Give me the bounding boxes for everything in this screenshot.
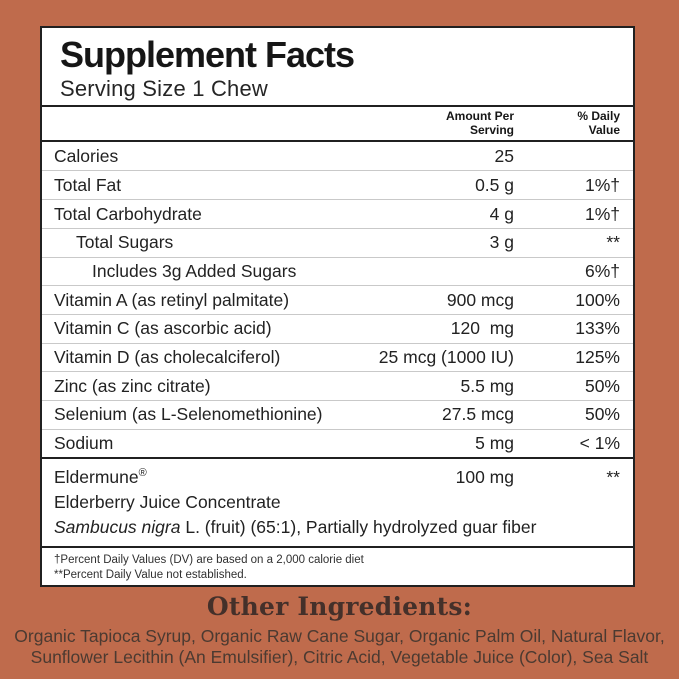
amount-per-serving-header: Amount Per Serving bbox=[445, 108, 514, 138]
nutrient-label: Vitamin C (as ascorbic acid) bbox=[54, 318, 272, 339]
botanical-detail: L. (fruit) (65:1), Partially hydrolyzed … bbox=[180, 517, 537, 538]
footnote-daily-values: †Percent Daily Values (DV) are based on … bbox=[54, 554, 364, 567]
nutrient-label: Total Fat bbox=[54, 174, 122, 195]
other-ingredients-section: Other Ingredients: Organic Tapioca Syrup… bbox=[0, 592, 679, 667]
nutrient-dv: 100% bbox=[575, 289, 620, 310]
table-row: Vitamin C (as ascorbic acid) 120 mg 133% bbox=[42, 313, 633, 343]
column-header-row: Amount Per Serving % Daily Value bbox=[42, 107, 633, 140]
table-row: Vitamin A (as retinyl palmitate) 900 mcg… bbox=[42, 285, 633, 314]
registered-mark: ® bbox=[138, 467, 147, 480]
nutrient-dv: 6%† bbox=[584, 260, 620, 281]
divider-blend bbox=[42, 457, 633, 460]
eldermune-dv: ** bbox=[606, 467, 620, 488]
table-row: Vitamin D (as cholecalciferol) 25 mcg (1… bbox=[42, 342, 633, 372]
nutrient-label: Total Carbohydrate bbox=[54, 203, 202, 224]
table-row: Includes 3g Added Sugars 6%† bbox=[42, 256, 633, 286]
nutrient-label: Sodium bbox=[54, 433, 114, 454]
divider-header bbox=[42, 139, 633, 142]
supplement-facts-panel: Supplement Facts Serving Size 1 Chew Amo… bbox=[40, 26, 635, 587]
nutrient-dv: < 1% bbox=[579, 433, 620, 454]
nutrient-label: Calories bbox=[54, 145, 119, 166]
panel-title: Supplement Facts bbox=[60, 34, 355, 75]
eldermune-amount: 100 mg bbox=[455, 467, 514, 488]
eldermune-name: Eldermune® bbox=[54, 467, 147, 488]
nutrient-amount: 5.5 mg bbox=[460, 375, 515, 396]
title-block: Supplement Facts Serving Size 1 Chew bbox=[42, 28, 633, 105]
nutrient-label: Zinc (as zinc citrate) bbox=[54, 375, 211, 396]
eldermune-row: Eldermune® 100 mg ** bbox=[54, 465, 620, 490]
nutrient-dv: 125% bbox=[575, 346, 620, 367]
nutrient-label: Total Sugars bbox=[76, 232, 174, 253]
nutrient-amount: 25 bbox=[494, 145, 514, 166]
nutrient-amount: 900 mcg bbox=[446, 289, 514, 310]
table-row: Calories 25 bbox=[42, 142, 633, 171]
divider-footnotes bbox=[42, 546, 633, 549]
nutrient-dv: 1%† bbox=[584, 174, 620, 195]
footnote-not-established: **Percent Daily Value not established. bbox=[54, 569, 247, 582]
table-row: Total Sugars 3 g ** bbox=[42, 227, 633, 257]
nutrient-amount: 4 g bbox=[489, 203, 514, 224]
eldermune-section: Eldermune® 100 mg ** Elderberry Juice Co… bbox=[42, 459, 633, 546]
nutrient-dv: 1%† bbox=[584, 203, 620, 224]
nutrient-dv: ** bbox=[606, 232, 620, 253]
nutrient-table: Calories 25 Total Fat 0.5 g 1%† Total Ca… bbox=[42, 142, 633, 458]
eldermune-botanical-line: Sambucus nigra L. (fruit) (65:1), Partia… bbox=[54, 515, 620, 540]
nutrient-label: Selenium (as L-Selenomethionine) bbox=[54, 404, 323, 425]
nutrient-dv: 133% bbox=[575, 318, 620, 339]
nutrient-dv: 50% bbox=[584, 404, 620, 425]
divider-top bbox=[42, 104, 633, 107]
other-ingredients-text: Organic Tapioca Syrup, Organic Raw Cane … bbox=[14, 626, 665, 667]
footnotes: †Percent Daily Values (DV) are based on … bbox=[42, 548, 633, 585]
table-row: Sodium 5 mg < 1% bbox=[42, 428, 633, 458]
botanical-name: Sambucus nigra bbox=[54, 517, 181, 538]
table-row: Zinc (as zinc citrate) 5.5 mg 50% bbox=[42, 371, 633, 400]
nutrient-amount: 120 mg bbox=[450, 318, 514, 339]
nutrient-amount: 27.5 mcg bbox=[442, 404, 514, 425]
table-row: Selenium (as L-Selenomethionine) 27.5 mc… bbox=[42, 399, 633, 429]
nutrient-label: Includes 3g Added Sugars bbox=[92, 260, 297, 281]
nutrient-label: Vitamin A (as retinyl palmitate) bbox=[54, 289, 290, 310]
nutrient-label: Vitamin D (as cholecalciferol) bbox=[54, 346, 281, 367]
nutrient-dv: 50% bbox=[584, 375, 620, 396]
nutrient-amount: 25 mcg (1000 IU) bbox=[378, 346, 514, 367]
nutrient-amount: 3 g bbox=[489, 232, 514, 253]
other-ingredients-heading: Other Ingredients: bbox=[206, 592, 473, 621]
eldermune-description: Elderberry Juice Concentrate bbox=[54, 492, 281, 513]
daily-value-header: % Daily Value bbox=[577, 108, 620, 138]
serving-size: Serving Size 1 Chew bbox=[60, 75, 269, 101]
nutrient-amount: 5 mg bbox=[475, 433, 514, 454]
table-row: Total Carbohydrate 4 g 1%† bbox=[42, 199, 633, 228]
nutrient-amount: 0.5 g bbox=[475, 174, 514, 195]
table-row: Total Fat 0.5 g 1%† bbox=[42, 170, 633, 199]
